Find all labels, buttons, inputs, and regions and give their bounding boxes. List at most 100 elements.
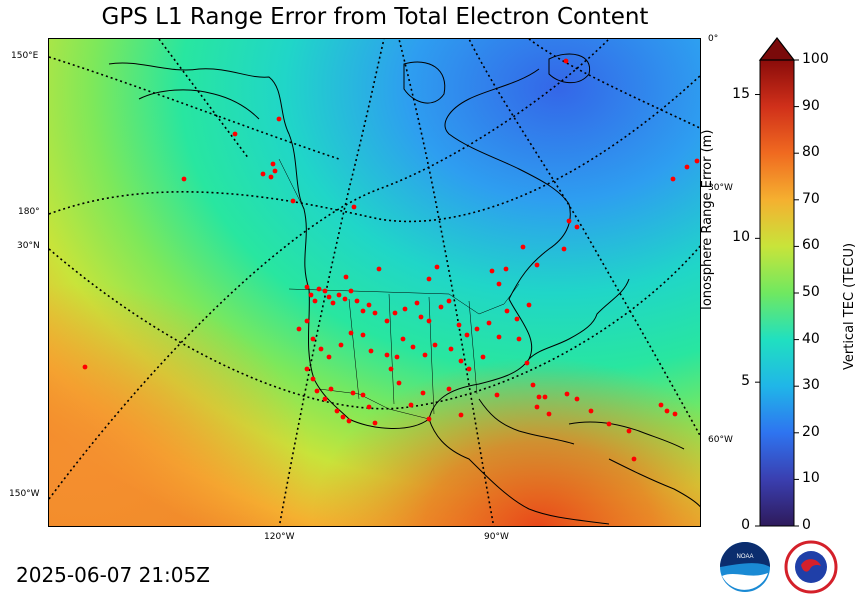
station-marker: [520, 244, 526, 250]
station-marker: [318, 346, 324, 352]
station-marker: [410, 344, 416, 350]
political-borders: [278, 158, 520, 420]
station-marker: [534, 404, 540, 410]
station-marker: [626, 428, 632, 434]
station-marker: [343, 274, 349, 280]
station-marker: [420, 390, 426, 396]
tec-map-graphic: [49, 39, 700, 526]
station-marker: [328, 386, 334, 392]
station-marker: [524, 360, 530, 366]
station-marker: [316, 286, 322, 292]
station-marker: [304, 366, 310, 372]
station-marker: [260, 171, 266, 177]
station-marker: [480, 354, 486, 360]
tec-field-south-high: [49, 39, 700, 526]
station-marker: [496, 281, 502, 287]
station-marker: [346, 418, 352, 424]
station-marker: [694, 158, 700, 164]
station-marker: [360, 308, 366, 314]
tec-tick-label: 0: [802, 517, 811, 533]
station-marker: [534, 262, 540, 268]
station-marker: [426, 276, 432, 282]
station-marker: [542, 394, 548, 400]
nws-logo: [784, 540, 838, 594]
station-marker: [418, 314, 424, 320]
station-marker: [434, 264, 440, 270]
station-marker: [326, 294, 332, 300]
station-marker: [322, 396, 328, 402]
tec-tick-label: 100: [802, 51, 829, 67]
tec-tick-label: 80: [802, 144, 820, 161]
station-marker: [458, 412, 464, 418]
station-marker: [489, 268, 495, 274]
station-marker: [322, 288, 328, 294]
station-marker: [304, 284, 310, 290]
station-marker: [546, 411, 552, 417]
gnss-stations: [82, 58, 700, 462]
range-tick-label: 10: [732, 229, 750, 246]
tec-tick-label: 10: [802, 470, 820, 487]
noaa-logo: NOAA: [720, 542, 770, 592]
station-marker: [348, 288, 354, 294]
tec-tick-label: 50: [802, 284, 820, 300]
station-marker: [414, 300, 420, 306]
station-marker: [670, 176, 676, 182]
left-label-180: 180°: [18, 207, 40, 217]
station-marker: [384, 318, 390, 324]
station-marker: [314, 388, 320, 394]
station-marker: [446, 386, 452, 392]
station-marker: [664, 408, 670, 414]
station-marker: [426, 416, 432, 422]
tec-map[interactable]: [48, 38, 701, 527]
station-marker: [366, 302, 372, 308]
station-marker: [658, 402, 664, 408]
station-marker: [372, 420, 378, 426]
coastlines: [108, 53, 700, 525]
station-marker: [408, 402, 414, 408]
range-axis-label: Ionosphere Range Error (m): [700, 129, 715, 310]
station-marker: [566, 218, 572, 224]
graticule: [49, 39, 700, 526]
station-marker: [376, 266, 382, 272]
station-marker: [268, 174, 274, 180]
colorbar-extend-arrow: [758, 37, 796, 61]
range-tick-label: 15: [732, 85, 750, 102]
station-marker: [400, 336, 406, 342]
station-marker: [276, 116, 282, 122]
station-marker: [564, 391, 570, 397]
left-label-150e: 150°E: [11, 51, 39, 61]
station-marker: [466, 366, 472, 372]
range-tick-label: 5: [741, 373, 750, 390]
tec-tick-label: 70: [802, 190, 820, 207]
station-marker: [350, 390, 356, 396]
right-label-60w: 60°W: [708, 435, 733, 445]
station-marker: [474, 326, 480, 332]
station-marker: [270, 161, 276, 167]
station-marker: [342, 296, 348, 302]
tec-colorbar: [755, 37, 799, 527]
station-marker: [348, 330, 354, 336]
station-marker: [561, 246, 567, 252]
station-marker: [530, 382, 536, 388]
station-marker: [336, 292, 342, 298]
station-marker: [372, 310, 378, 316]
agency-logos: NOAA: [720, 540, 838, 594]
tec-tick-marks: [794, 59, 799, 527]
station-marker: [396, 380, 402, 386]
station-marker: [82, 364, 88, 370]
station-marker: [340, 414, 346, 420]
station-marker: [334, 408, 340, 414]
station-marker: [360, 392, 366, 398]
station-marker: [351, 204, 357, 210]
noaa-logo-text: NOAA: [736, 554, 753, 560]
station-marker: [574, 396, 580, 402]
tec-tick-label: 60: [802, 237, 820, 254]
station-marker: [394, 354, 400, 360]
station-marker: [503, 266, 509, 272]
station-marker: [432, 342, 438, 348]
station-marker: [360, 332, 366, 338]
timestamp: 2025-06-07 21:05Z: [16, 563, 210, 587]
longitude-label-120w: 120°W: [264, 532, 295, 542]
colorbar-gradient: [759, 59, 795, 527]
station-marker: [304, 318, 310, 324]
